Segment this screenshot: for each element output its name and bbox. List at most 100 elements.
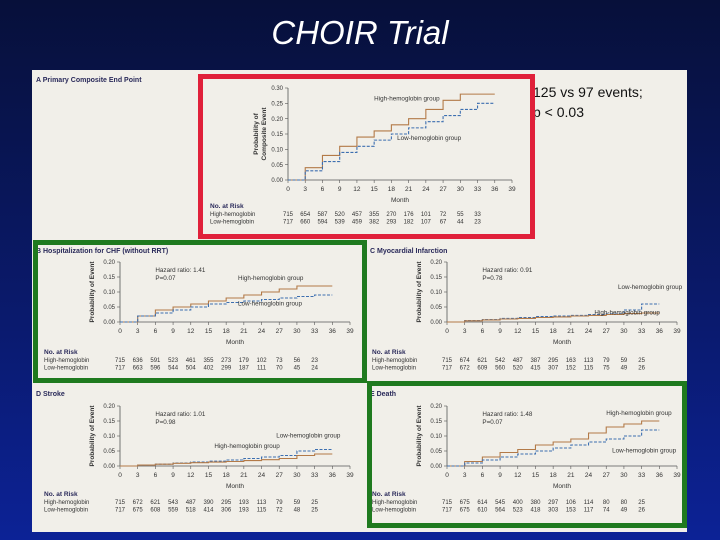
series-line-d-high xyxy=(120,453,333,467)
risk-value-a: 44 xyxy=(457,220,464,226)
x-tick-label-b: 0 xyxy=(118,328,122,335)
risk-value-b: 715 xyxy=(115,358,126,364)
x-tick-label-d: 3 xyxy=(136,472,140,479)
risk-value-a: 55 xyxy=(457,212,464,218)
risk-value-a: 660 xyxy=(300,220,311,226)
risk-value-e: 675 xyxy=(460,500,471,506)
y-tick-label-c: 0.00 xyxy=(430,320,442,326)
risk-value-d: 25 xyxy=(311,508,318,514)
series-line-c-high xyxy=(447,312,660,323)
x-tick-label-b: 12 xyxy=(187,328,195,335)
panel-title-c: C Myocardial Infarction xyxy=(370,248,447,255)
risk-heading-a: No. at Risk xyxy=(210,203,244,210)
x-tick-label-b: 36 xyxy=(329,328,337,335)
y-tick-label-c: 0.10 xyxy=(430,290,442,296)
risk-value-b: 45 xyxy=(294,366,301,372)
y-tick-label-c: 0.20 xyxy=(430,260,442,266)
y-tick-label-a: 0.15 xyxy=(271,132,283,138)
stat-text-c: P=0.78 xyxy=(482,275,503,282)
risk-value-b: 24 xyxy=(311,366,318,372)
risk-heading-e: No. at Risk xyxy=(372,491,406,498)
risk-value-e: 614 xyxy=(477,500,488,506)
risk-value-a: 33 xyxy=(474,212,481,218)
x-tick-label-e: 0 xyxy=(445,472,449,479)
risk-value-b: 504 xyxy=(186,366,197,372)
y-tick-label-a: 0.05 xyxy=(271,163,283,169)
x-tick-label-b: 27 xyxy=(276,328,284,335)
x-tick-label-e: 6 xyxy=(481,472,485,479)
risk-value-c: 25 xyxy=(638,358,645,364)
stat-text-e: Hazard ratio: 1.48 xyxy=(482,411,533,418)
risk-value-a: 587 xyxy=(317,212,328,218)
series-line-b-high xyxy=(120,285,333,323)
y-axis-label-c: Probability of Event xyxy=(416,261,423,323)
series-label-b-high: High-hemoglobin group xyxy=(238,275,304,282)
x-tick-label-c: 0 xyxy=(445,328,449,335)
risk-value-c: 49 xyxy=(621,366,628,372)
series-line-e-low xyxy=(447,429,660,467)
series-line-e-high xyxy=(447,420,660,467)
risk-value-d: 193 xyxy=(239,500,250,506)
risk-row-label-c: High-hemoglobin xyxy=(372,358,417,364)
x-tick-label-c: 39 xyxy=(673,328,681,335)
x-tick-label-b: 24 xyxy=(258,328,266,335)
risk-value-e: 114 xyxy=(584,500,594,506)
y-tick-label-e: 0.05 xyxy=(430,449,442,455)
x-tick-label-c: 9 xyxy=(498,328,502,335)
risk-value-c: 674 xyxy=(460,358,471,364)
risk-value-c: 79 xyxy=(603,358,610,364)
y-tick-label-d: 0.10 xyxy=(103,434,115,440)
risk-value-a: 355 xyxy=(369,212,380,218)
x-tick-label-b: 39 xyxy=(346,328,354,335)
y-tick-label-b: 0.00 xyxy=(103,320,115,326)
risk-value-c: 487 xyxy=(513,358,524,364)
risk-value-c: 609 xyxy=(477,366,488,372)
risk-value-a: 539 xyxy=(335,220,346,226)
y-tick-label-e: 0.20 xyxy=(430,404,442,410)
x-tick-label-c: 36 xyxy=(656,328,664,335)
risk-value-a: 101 xyxy=(421,212,432,218)
y-tick-label-e: 0.10 xyxy=(430,434,442,440)
risk-value-d: 113 xyxy=(257,500,267,506)
km-figure-svg: A Primary Composite End Point 0.00 0.05 0.1… xyxy=(36,77,683,514)
x-tick-label-a: 12 xyxy=(353,186,361,193)
x-tick-label-d: 30 xyxy=(293,472,301,479)
event-count-text: 125 vs 97 events; xyxy=(533,84,643,100)
risk-value-e: 715 xyxy=(442,500,453,506)
risk-value-a: 457 xyxy=(352,212,363,218)
x-tick-label-e: 21 xyxy=(567,472,575,479)
x-tick-label-d: 15 xyxy=(205,472,213,479)
risk-value-e: 303 xyxy=(548,508,559,514)
series-label-e-low: Low-hemoglobin group xyxy=(612,448,677,455)
x-tick-label-b: 21 xyxy=(240,328,248,335)
risk-value-d: 608 xyxy=(150,508,161,514)
risk-value-e: 418 xyxy=(530,508,541,514)
x-tick-label-a: 9 xyxy=(338,186,342,193)
y-axis-label-a: Composite Event xyxy=(261,107,268,161)
risk-value-d: 543 xyxy=(168,500,179,506)
x-tick-label-d: 39 xyxy=(346,472,354,479)
x-tick-label-a: 33 xyxy=(474,186,482,193)
risk-value-c: 387 xyxy=(530,358,541,364)
risk-heading-c: No. at Risk xyxy=(372,349,406,356)
risk-value-a: 594 xyxy=(317,220,328,226)
x-axis-label-d: Month xyxy=(226,483,244,490)
risk-value-c: 307 xyxy=(548,366,559,372)
x-axis-label-a: Month xyxy=(391,197,409,204)
y-tick-label-d: 0.15 xyxy=(103,419,115,425)
x-tick-label-e: 24 xyxy=(585,472,593,479)
risk-value-b: 187 xyxy=(239,366,250,372)
x-tick-label-d: 27 xyxy=(276,472,284,479)
x-axis-label-e: Month xyxy=(553,483,571,490)
panel-title-b: B Hospitalization for CHF (without RRT) xyxy=(36,248,168,255)
x-tick-label-e: 3 xyxy=(463,472,467,479)
y-tick-label-d: 0.20 xyxy=(103,404,115,410)
x-tick-label-d: 6 xyxy=(154,472,158,479)
risk-value-b: 56 xyxy=(294,358,301,364)
risk-value-c: 113 xyxy=(584,358,594,364)
risk-value-d: 390 xyxy=(203,500,214,506)
risk-value-b: 461 xyxy=(186,358,197,364)
risk-value-a: 67 xyxy=(440,220,447,226)
x-tick-label-c: 27 xyxy=(603,328,611,335)
risk-value-b: 636 xyxy=(133,358,144,364)
